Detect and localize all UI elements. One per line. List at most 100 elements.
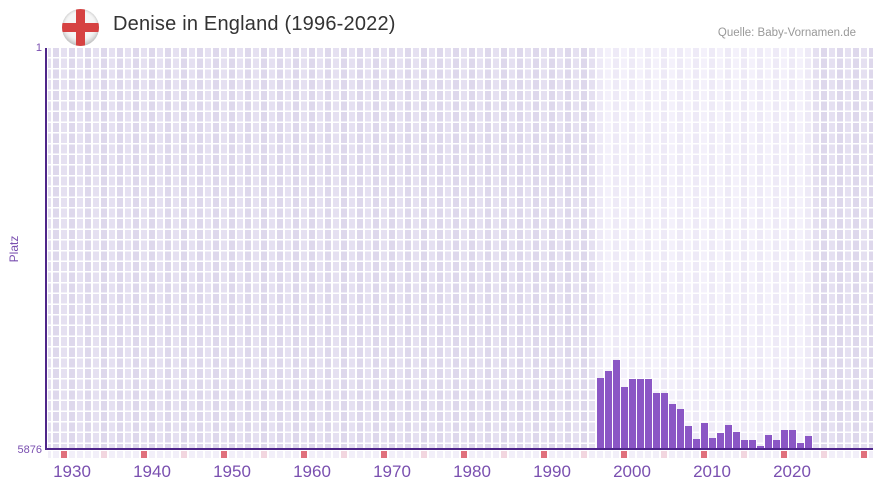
bar[interactable] (612, 359, 620, 449)
bar[interactable] (716, 432, 724, 449)
strip-cell (572, 451, 580, 458)
bar[interactable] (796, 443, 804, 449)
bar[interactable] (756, 445, 764, 449)
strip-cell (740, 451, 748, 458)
strip-cell (580, 451, 588, 458)
strip-cell (300, 451, 308, 458)
strip-cell (212, 451, 220, 458)
strip-cell (508, 451, 516, 458)
bar[interactable] (772, 439, 780, 449)
strip-cell (492, 451, 500, 458)
bar[interactable] (644, 378, 652, 449)
strip-cell (732, 451, 740, 458)
bar[interactable] (684, 426, 692, 449)
strip-cell (668, 451, 676, 458)
strip-cell (828, 451, 836, 458)
bar[interactable] (804, 436, 812, 449)
strip-cell (612, 451, 620, 458)
x-tick-label: 1950 (213, 462, 251, 481)
strip-cell (324, 451, 332, 458)
strip-cell (748, 451, 756, 458)
strip-cell (276, 451, 284, 458)
strip-cell (676, 451, 684, 458)
strip-cell (532, 451, 540, 458)
page-title: Denise in England (1996-2022) (113, 13, 396, 35)
bar[interactable] (708, 437, 716, 449)
strip-cell (196, 451, 204, 458)
bar[interactable] (628, 378, 636, 449)
strip-cell (708, 451, 716, 458)
bar[interactable] (700, 422, 708, 449)
strip-cell (388, 451, 396, 458)
strip-cell (788, 451, 796, 458)
x-tick-label: 1970 (373, 462, 411, 481)
bar[interactable] (724, 424, 732, 449)
strip-cell (476, 451, 484, 458)
bar[interactable] (764, 434, 772, 449)
strip-cell (132, 451, 140, 458)
x-tick-label: 1990 (533, 462, 571, 481)
strip-cell (244, 451, 252, 458)
strip-cell (764, 451, 772, 458)
bar[interactable] (780, 430, 788, 449)
bar[interactable] (740, 439, 748, 449)
strip-cell (644, 451, 652, 458)
strip-cell (860, 451, 868, 458)
strip-cell (756, 451, 764, 458)
strip-cell (364, 451, 372, 458)
strip-cell (140, 451, 148, 458)
bar[interactable] (732, 432, 740, 449)
strip-cell (308, 451, 316, 458)
axis-marker-strip (48, 451, 873, 458)
strip-cell (500, 451, 508, 458)
strip-cell (188, 451, 196, 458)
strip-cell (724, 451, 732, 458)
strip-cell (60, 451, 68, 458)
bar[interactable] (668, 404, 676, 449)
bar[interactable] (692, 439, 700, 449)
strip-cell (92, 451, 100, 458)
strip-cell (220, 451, 228, 458)
bar[interactable] (620, 387, 628, 449)
strip-cell (796, 451, 804, 458)
england-flag-icon (62, 9, 99, 46)
strip-cell (156, 451, 164, 458)
x-tick-label: 2000 (613, 462, 651, 481)
strip-cell (588, 451, 596, 458)
bar[interactable] (604, 370, 612, 449)
strip-cell (180, 451, 188, 458)
strip-cell (628, 451, 636, 458)
bars-layer (48, 48, 873, 449)
x-tick-label: 1930 (53, 462, 91, 481)
bar[interactable] (636, 378, 644, 449)
strip-cell (204, 451, 212, 458)
strip-cell (636, 451, 644, 458)
x-tick-label: 1940 (133, 462, 171, 481)
strip-cell (332, 451, 340, 458)
strip-cell (348, 451, 356, 458)
x-tick-label: 1980 (453, 462, 491, 481)
bar[interactable] (596, 377, 604, 449)
strip-cell (284, 451, 292, 458)
y-axis-line (45, 48, 47, 449)
strip-cell (564, 451, 572, 458)
strip-cell (436, 451, 444, 458)
bar[interactable] (676, 409, 684, 449)
bar[interactable] (652, 392, 660, 449)
strip-cell (116, 451, 124, 458)
strip-cell (716, 451, 724, 458)
strip-cell (700, 451, 708, 458)
strip-cell (620, 451, 628, 458)
strip-cell (236, 451, 244, 458)
bar[interactable] (748, 440, 756, 449)
strip-cell (428, 451, 436, 458)
strip-cell (452, 451, 460, 458)
strip-cell (172, 451, 180, 458)
strip-cell (692, 451, 700, 458)
strip-cell (652, 451, 660, 458)
strip-cell (524, 451, 532, 458)
x-axis-labels: 1930 1940 1950 1960 1970 1980 1990 2000 2010 2020 (48, 460, 873, 486)
bar[interactable] (788, 430, 796, 449)
bar[interactable] (660, 392, 668, 449)
strip-cell (516, 451, 524, 458)
